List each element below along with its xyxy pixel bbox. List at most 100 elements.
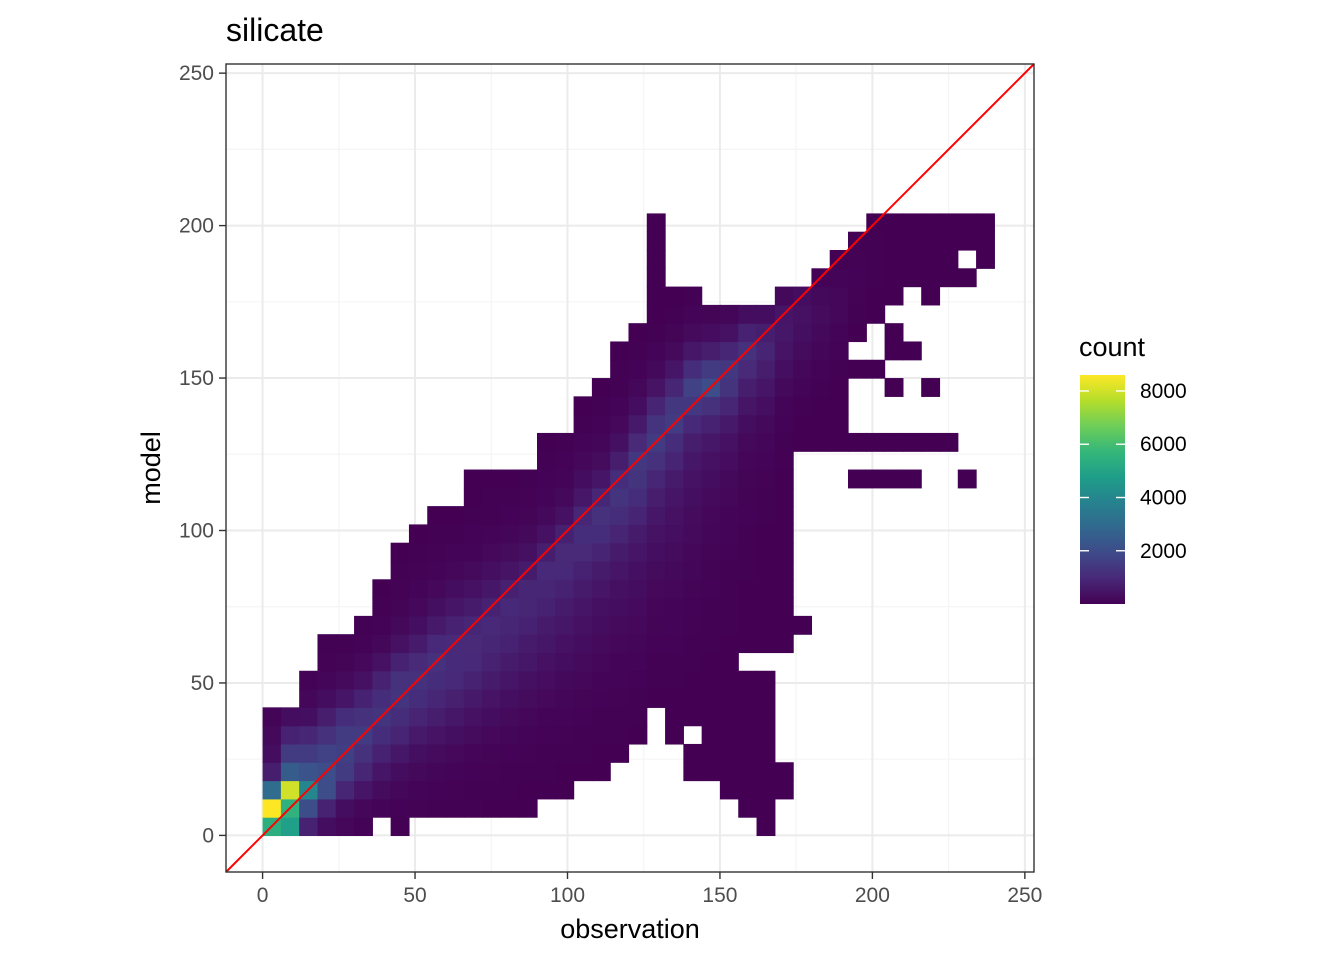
heatmap-bin (829, 396, 849, 416)
heatmap-bin (756, 469, 776, 489)
heatmap-bin (390, 615, 410, 635)
heatmap-bin (573, 487, 593, 507)
x-tick-label: 150 (702, 884, 737, 907)
heatmap-bin (372, 615, 392, 635)
heatmap-bin (848, 323, 867, 343)
heatmap-bin (610, 597, 630, 617)
heatmap-bin (774, 359, 794, 379)
heatmap-bin (683, 579, 703, 599)
heatmap-bin (957, 213, 977, 233)
heatmap-bin (445, 670, 465, 690)
heatmap-bin (610, 725, 630, 745)
heatmap-bin (793, 396, 813, 416)
heatmap-bin (701, 341, 721, 361)
heatmap-bin (756, 725, 776, 745)
heatmap-bin (591, 506, 611, 526)
heatmap-bin (591, 670, 611, 690)
heatmap-bin (628, 689, 648, 708)
heatmap-bin (683, 469, 703, 489)
heatmap-bin (976, 249, 995, 269)
heatmap-bin (555, 542, 575, 562)
heatmap-bin (555, 780, 575, 800)
heatmap-bin (317, 817, 337, 837)
heatmap-bin (628, 506, 648, 526)
heatmap-bin (408, 634, 428, 654)
legend-tick-label: 8000 (1140, 380, 1187, 403)
heatmap-bin (427, 798, 447, 818)
heatmap-bin (701, 707, 721, 727)
heatmap-bin (610, 689, 630, 708)
heatmap-bin (335, 817, 355, 837)
heatmap-bin (299, 670, 319, 690)
heatmap-bin (738, 798, 758, 818)
heatmap-bin (701, 579, 721, 599)
heatmap-bin (756, 670, 776, 690)
heatmap-bin (408, 762, 428, 782)
heatmap-bin (902, 213, 922, 233)
heatmap-bin (756, 780, 776, 800)
heatmap-bin (408, 743, 428, 763)
x-tick-label: 50 (403, 884, 426, 907)
heatmap-bin (665, 615, 684, 635)
heatmap-bin (610, 524, 630, 544)
heatmap-bin (665, 707, 684, 727)
heatmap-bin (683, 652, 703, 672)
heatmap-bin (500, 689, 520, 708)
heatmap-bin (719, 506, 739, 526)
heatmap-bin (573, 597, 593, 617)
heatmap-bin (335, 634, 355, 654)
heatmap-bin (537, 469, 556, 489)
heatmap-bin (500, 597, 520, 617)
heatmap-bin (719, 597, 739, 617)
axes: 0 50 100 150 200 250 0 50 100 150 200 250 (179, 62, 1042, 907)
heatmap-bin (756, 396, 776, 416)
heatmap-bin (482, 798, 502, 818)
heatmap-bin (555, 634, 575, 654)
heatmap-bin (774, 597, 794, 617)
heatmap-bin (774, 506, 794, 526)
heatmap-bin (756, 524, 776, 544)
heatmap-bin (482, 670, 502, 690)
heatmap-bin (427, 725, 447, 745)
heatmap-bin (902, 341, 922, 361)
heatmap-bin (939, 213, 959, 233)
heatmap-bin (427, 524, 447, 544)
heatmap-bin (866, 231, 886, 251)
x-tick-label: 200 (855, 884, 890, 907)
heatmap-bin (591, 725, 611, 745)
heatmap-bin (591, 689, 611, 708)
heatmap-bins (262, 213, 995, 837)
heatmap-bin (811, 414, 831, 434)
heatmap-bin (317, 707, 337, 727)
heatmap-bin (884, 286, 904, 306)
heatmap-bin (408, 597, 428, 617)
heatmap-bin (555, 743, 575, 763)
heatmap-bin (610, 652, 630, 672)
heatmap-bin (646, 451, 666, 471)
heatmap-bin (482, 469, 502, 489)
heatmap-bin (701, 487, 721, 507)
heatmap-bin (793, 359, 813, 379)
heatmap-bin (719, 652, 739, 672)
heatmap-bin (957, 231, 977, 251)
plot-panel (225, 63, 1035, 873)
heatmap-bin (902, 231, 922, 251)
heatmap-bin (463, 689, 483, 708)
heatmap-bin (427, 762, 447, 782)
legend-ticks: 2000 4000 6000 8000 (1080, 380, 1187, 563)
heatmap-bin (939, 249, 959, 269)
heatmap-bin (445, 615, 465, 635)
heatmap-bin (884, 249, 904, 269)
heatmap-bin (665, 304, 684, 324)
heatmap-bin (537, 634, 556, 654)
heatmap-bin (500, 524, 520, 544)
heatmap-bin (610, 743, 630, 763)
heatmap-bin (427, 560, 447, 580)
heatmap-bin (756, 634, 776, 654)
heatmap-bin (518, 689, 538, 708)
heatmap-bin (884, 341, 904, 361)
heatmap-bin (628, 341, 648, 361)
heatmap-bin (976, 213, 995, 233)
heatmap-bin (262, 743, 282, 763)
heatmap-bin (555, 469, 575, 489)
